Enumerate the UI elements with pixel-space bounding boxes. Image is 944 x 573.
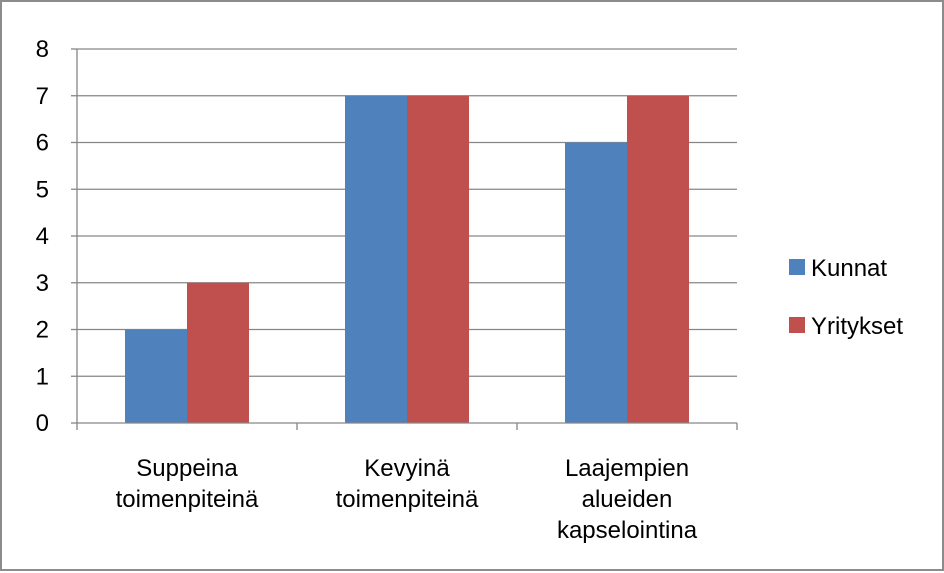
- bar-yritykset-2: [407, 95, 469, 423]
- legend: Kunnat Yritykset: [789, 255, 903, 340]
- x-category-labels: Suppeina toimenpiteinä Kevyinä toimenpitein…: [116, 455, 698, 544]
- bar-kunnat-2: [345, 95, 407, 423]
- y-tick-label: 2: [36, 317, 49, 344]
- legend-label-kunnat: Kunnat: [811, 255, 887, 282]
- bar-kunnat-3: [565, 142, 627, 423]
- y-tick-labels: 0 1 2 3 4 5 6 7 8: [36, 36, 49, 437]
- y-tick-label: 1: [36, 363, 49, 390]
- legend-swatch-yritykset: [789, 317, 805, 333]
- y-tick-label: 6: [36, 130, 49, 157]
- y-tick-label: 5: [36, 176, 49, 203]
- legend-swatch-kunnat: [789, 259, 805, 275]
- y-tick-label: 8: [36, 36, 49, 63]
- x-category-label: Kevyinä toimenpiteinä: [336, 455, 479, 513]
- x-category-label: Suppeina toimenpiteinä: [116, 455, 259, 513]
- bar-kunnat-1: [125, 329, 187, 423]
- x-category-label: Laajempien alueiden kapselointina: [557, 455, 698, 544]
- y-tick-label: 3: [36, 270, 49, 297]
- bar-yritykset-3: [627, 95, 689, 423]
- legend-label-yritykset: Yritykset: [811, 313, 903, 340]
- bars: [125, 95, 689, 423]
- bar-yritykset-1: [187, 282, 249, 423]
- y-tick-label: 0: [36, 410, 49, 437]
- y-tick-label: 4: [36, 223, 49, 250]
- axes: [71, 48, 738, 430]
- y-tick-label: 7: [36, 83, 49, 110]
